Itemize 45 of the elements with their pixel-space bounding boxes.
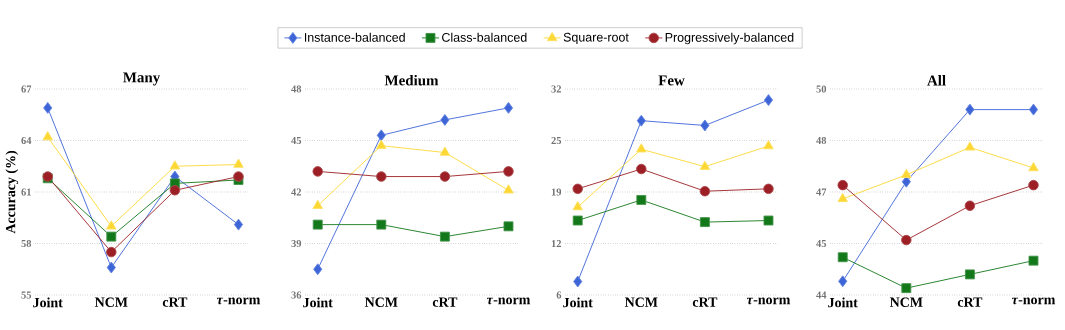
x-tick-label: NCM (94, 297, 128, 307)
y-tick-label: 44 (816, 291, 827, 299)
y-tick-label: 58 (21, 239, 32, 248)
chart-title: Many (123, 72, 161, 86)
x-tick-label: NCM (624, 297, 658, 307)
x-tick-label: Joint (563, 297, 593, 308)
x-tick-label: NCM (364, 297, 398, 307)
y-tick-label: 6 (556, 291, 562, 299)
x-tick-label: NCM (889, 297, 923, 307)
y-tick-label: 25 (551, 136, 562, 145)
x-tick-label: cRT (957, 297, 983, 307)
x-tick-label: Joint (303, 297, 333, 308)
y-tick-label: 42 (291, 188, 302, 196)
x-tick-label: cRT (692, 297, 718, 307)
x-tick-label: cRT (162, 297, 188, 307)
legend-label: Progressively-balanced (665, 32, 794, 45)
y-tick-label: 67 (21, 85, 32, 93)
legend-label: Square-root (563, 32, 629, 45)
chart-title: All (927, 75, 946, 86)
y-tick-label: 61 (21, 188, 31, 196)
y-tick-label: 39 (291, 239, 302, 248)
y-tick-label: 19 (551, 188, 562, 196)
x-tick-label: τ-norm (216, 297, 261, 305)
y-tick-label: 32 (551, 85, 562, 93)
y-tick-label: 45 (291, 137, 302, 144)
x-tick-label: τ-norm (486, 297, 531, 305)
y-tick-label: 48 (816, 136, 827, 145)
y-tick-label: 45 (816, 240, 827, 247)
y-tick-label: 55 (21, 291, 32, 299)
x-tick-label: Joint (828, 297, 858, 308)
y-tick-label: 47 (816, 188, 827, 196)
y-tick-label: 12 (551, 240, 562, 247)
y-tick-label: 48 (291, 85, 302, 93)
y-axis-title: Accuracy (%) (5, 150, 19, 234)
x-tick-label: τ-norm (746, 297, 791, 305)
x-tick-label: τ-norm (1011, 297, 1056, 305)
y-tick-label: 36 (291, 291, 302, 299)
y-tick-label: 50 (816, 85, 827, 93)
chart-title: Few (658, 75, 685, 86)
y-tick-label: 64 (21, 136, 32, 145)
chart-title: Medium (384, 74, 439, 86)
legend-label: Class-balanced (442, 32, 527, 42)
x-tick-label: Joint (33, 297, 63, 308)
x-tick-label: cRT (432, 297, 458, 307)
legend-label: Instance-balanced (304, 32, 405, 42)
